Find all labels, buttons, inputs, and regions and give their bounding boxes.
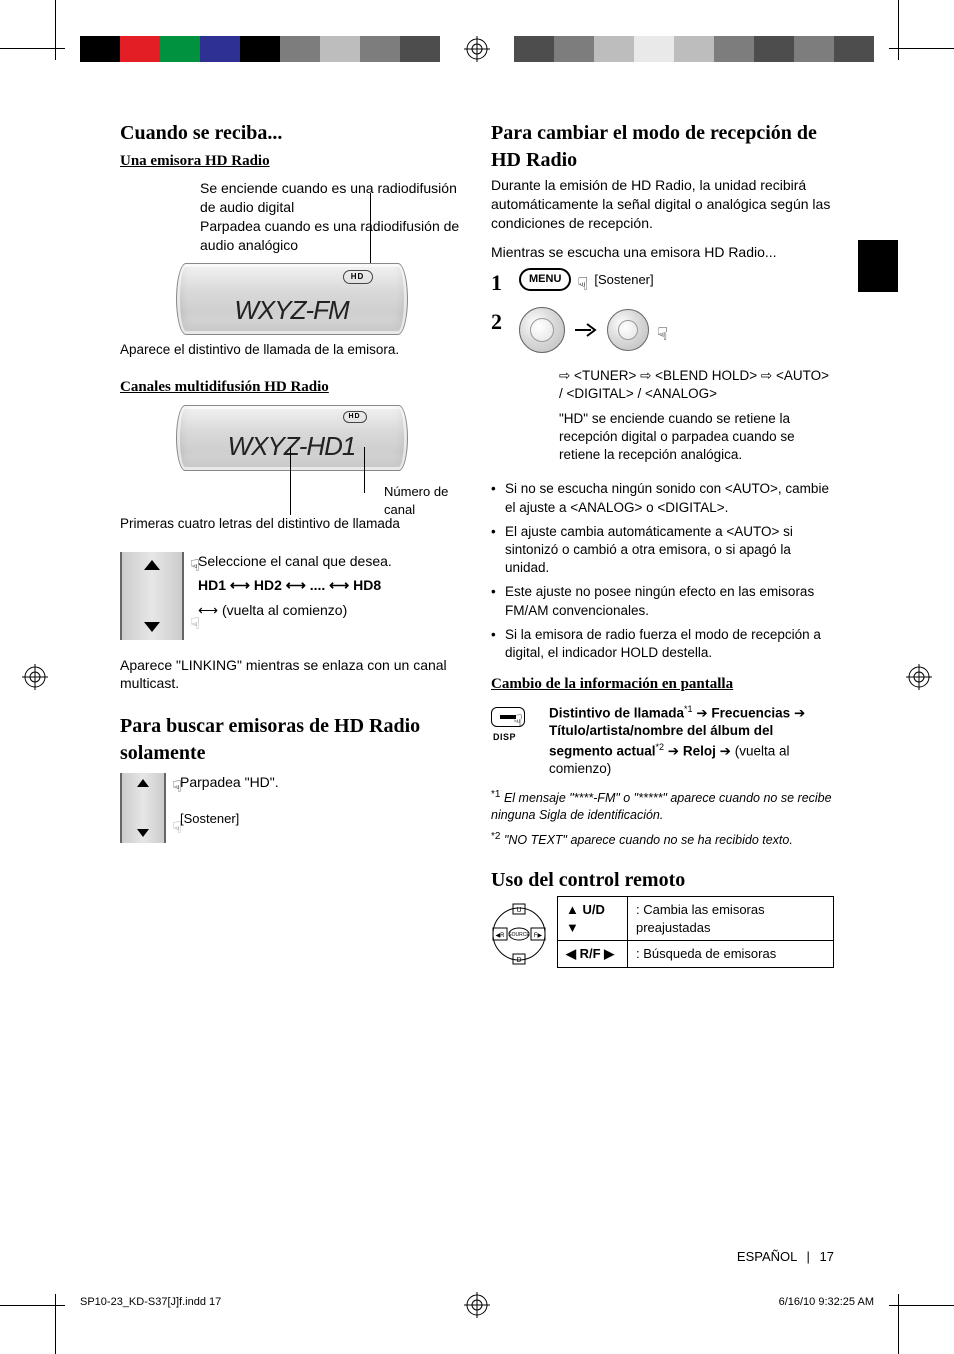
sheet: Cuando se reciba... Una emisora HD Radio… (0, 0, 954, 1354)
hand-cursor-icon: ☟ (190, 556, 200, 578)
printer-colorbar-left (80, 36, 440, 62)
crop-mark (0, 48, 65, 49)
notes-list: Si no se escucha ningún sonido con <AUTO… (491, 480, 834, 662)
display-sequence: Distintivo de llamada*1 ➔ Frecuencias ➔ … (549, 703, 834, 779)
flashes-hd-text: Parpadea "HD". (180, 773, 279, 792)
linking-text: Aparece "LINKING" mientras se enlaza con… (120, 656, 463, 694)
disp-button-illustration: DISP ☟ (491, 703, 535, 751)
svg-text:D: D (516, 957, 521, 964)
remote-rf-keys: ◀ R/F ▶ (566, 946, 614, 961)
subhead-hd-station: Una emisora HD Radio (120, 151, 463, 171)
crop-mark (55, 1294, 56, 1354)
lcd-text: WXYZ-HD1 (177, 429, 407, 464)
crop-mark (889, 48, 954, 49)
remote-ud-keys: ▲ U/D ▼ (566, 902, 605, 935)
menu-button-icon: MENU (519, 268, 571, 291)
hold-label: [Sostener] (594, 271, 653, 289)
list-item: Si no se escucha ningún sonido con <AUTO… (491, 480, 834, 516)
print-file: SP10-23_KD-S37[J]f.indd 17 (80, 1295, 221, 1310)
hold-label: [Sostener] (180, 810, 279, 828)
leader-line (290, 447, 291, 515)
leader-line (364, 447, 365, 493)
page-number: 17 (820, 1249, 834, 1264)
digital-analog-text: Se enciende cuando es una radiodifusión … (200, 179, 463, 255)
lang-label: ESPAÑOL (737, 1249, 797, 1264)
lcd-wxyz-hd1-wrap: HD WXYZ-HD1 Número de canal (120, 405, 463, 471)
heading-remote: Uso del control remoto (491, 867, 834, 894)
page-footer: ESPAÑOL | 17 (737, 1248, 834, 1266)
step-number: 2 (491, 307, 507, 337)
remote-rf-desc: Búsqueda de emisoras (643, 946, 776, 961)
remote-illustration: U D ◀R F▶ SOURCE (491, 896, 547, 977)
callsign-caption: Aparece el distintivo de llamada de la e… (120, 341, 463, 359)
heading-change-reception: Para cambiar el modo de recepción de HD … (491, 120, 834, 174)
edge-tab (858, 240, 898, 292)
heading-when-receiving: Cuando se reciba... (120, 120, 463, 147)
hand-cursor-icon: ☟ (172, 777, 182, 799)
svg-text:U: U (516, 907, 521, 914)
hand-cursor-dotted-icon: ☟ (172, 818, 182, 840)
subhead-display-change: Cambio de la información en pantalla (491, 674, 834, 694)
print-footer: SP10-23_KD-S37[J]f.indd 17 6/16/10 9:32:… (80, 1295, 874, 1310)
lcd-display-1: HD WXYZ-FM (176, 263, 408, 335)
lcd-wxyz-fm-wrap: HD WXYZ-FM (120, 263, 463, 335)
lcd-display-2: HD WXYZ-HD1 (176, 405, 408, 471)
print-date: 6/16/10 9:32:25 AM (779, 1295, 874, 1310)
printer-colorbar-right (514, 36, 874, 62)
intro-text: Durante la emisión de HD Radio, la unida… (491, 176, 834, 233)
channel-number-label: Número de canal (384, 483, 463, 518)
subhead-multicast: Canales multidifusión HD Radio (120, 377, 463, 397)
crop-mark (898, 0, 899, 60)
left-column: Cuando se reciba... Una emisora HD Radio… (120, 120, 463, 977)
remote-functions-table: ▲ U/D ▼ : Cambia las emisoras preajustad… (557, 896, 834, 968)
registration-mark-icon (464, 36, 490, 62)
hand-cursor-icon: ☟ (657, 322, 668, 346)
hand-cursor-icon: ☟ (513, 711, 523, 733)
svg-text:SOURCE: SOURCE (508, 932, 530, 938)
list-item: El ajuste cambia automáticamente a <AUTO… (491, 523, 834, 578)
registration-mark-icon (906, 664, 932, 690)
channel-updown-small: ☟ ☟ (120, 773, 166, 843)
crop-mark (0, 1305, 65, 1306)
step-2: 2 ☟ ⇨ <TUNER> ⇨ <BLEND HOLD> ⇨ <AUTO> / … (491, 307, 834, 470)
disp-label: DISP (493, 731, 516, 743)
footnote-2: *2 "NO TEXT" aparece cuando no se ha rec… (491, 830, 834, 849)
rotary-knob-press-icon (607, 309, 649, 351)
list-item: Si la emisora de radio fuerza el modo de… (491, 626, 834, 662)
hand-cursor-icon: ☟ (577, 272, 588, 296)
crop-mark (889, 1305, 954, 1306)
svg-text:F▶: F▶ (534, 933, 543, 939)
list-item: Este ajuste no posee ningún efecto en la… (491, 583, 834, 619)
leader-line (370, 193, 371, 263)
hand-cursor-dotted-icon: ☟ (190, 614, 200, 636)
remote-ud-desc: Cambia las emisoras preajustadas (636, 902, 765, 935)
back-to-begin: ⟷ (vuelta al comienzo) (198, 601, 392, 620)
lcd-text: WXYZ-FM (177, 293, 407, 328)
footnote-1: *1 El mensaje "****-FM" o "*****" aparec… (491, 788, 834, 824)
registration-mark-icon (22, 664, 48, 690)
hd-sequence: HD1 ⟷ HD2 ⟷ .... ⟷ HD8 (198, 576, 392, 595)
crop-mark (898, 1294, 899, 1354)
step-1: 1 MENU ☟ [Sostener] (491, 268, 834, 298)
hd-lights-text: "HD" se enciende cuando se retiene la re… (559, 410, 834, 465)
hd-badge-icon: HD (343, 411, 367, 423)
channel-updown-illustration: ☟ ☟ (120, 552, 184, 640)
svg-text:◀R: ◀R (496, 933, 506, 939)
crop-mark (55, 0, 56, 60)
right-column: Para cambiar el modo de recepción de HD … (491, 120, 834, 977)
arrow-right-icon (573, 320, 599, 340)
step-number: 1 (491, 268, 507, 298)
heading-search-hd-only: Para buscar emisoras de HD Radio solamen… (120, 713, 463, 767)
select-channel-text: Seleccione el canal que desea. (198, 552, 392, 571)
menu-path: ⇨ <TUNER> ⇨ <BLEND HOLD> ⇨ <AUTO> / <DIG… (559, 367, 834, 403)
while-listening-text: Mientras se escucha una emisora HD Radio… (491, 243, 834, 262)
page-content: Cuando se reciba... Una emisora HD Radio… (120, 120, 834, 1274)
rotary-knob-icon (519, 307, 565, 353)
hd-badge-icon: HD (343, 270, 373, 284)
